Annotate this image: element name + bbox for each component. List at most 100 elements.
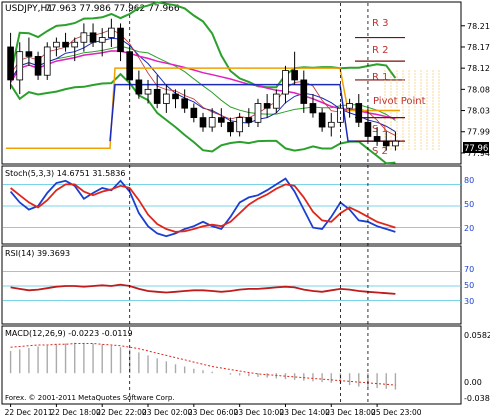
macd-tick-bottom: -0.0388 (464, 394, 490, 403)
candle-body[interactable] (144, 88, 152, 95)
rsi-panel-frame (1, 245, 462, 325)
time-tick-label: 22 Dec 18:00 (50, 408, 101, 417)
time-tick-label: 25 Dec 23:00 (371, 408, 422, 417)
candle-body[interactable] (98, 37, 106, 43)
stochastic-title: Stoch(5,3,3) 14.6751 31.5836 (5, 169, 125, 178)
candle-body[interactable] (172, 93, 179, 100)
candle-body[interactable] (327, 121, 335, 128)
candle-body[interactable] (346, 103, 353, 109)
macd-tick-top: 0.0582 (464, 331, 490, 340)
pivot-label-r2: R 2 (372, 45, 389, 56)
macd-title: MACD(12,26,9) -0.0223 -0.0119 (5, 329, 133, 338)
candle-body[interactable] (217, 117, 225, 123)
price-tick-label: 77.945 (467, 149, 490, 158)
candle-body[interactable] (318, 112, 326, 128)
price-tick-label: 78.170 (467, 43, 490, 52)
stochastic-panel-frame (1, 165, 462, 245)
candle-body[interactable] (300, 79, 308, 104)
price-tick-label: 78.215 (467, 22, 490, 31)
candle-body[interactable] (43, 46, 51, 76)
time-tick-label: 23 Dec 02:00 (142, 408, 193, 417)
candle-body[interactable] (89, 32, 97, 43)
candle-body[interactable] (208, 117, 216, 128)
candle-body[interactable] (263, 103, 271, 109)
candle-body[interactable] (309, 103, 317, 114)
candle-body[interactable] (16, 51, 24, 81)
price-header-symbol: USDJPY,H1 (5, 4, 53, 14)
rsi-level-70: 70 (464, 265, 474, 274)
rsi-title: RSI(14) 39.3693 (5, 249, 70, 258)
period-separators (129, 3, 369, 404)
candle-body[interactable] (227, 121, 234, 133)
rsi-level-50: 50 (464, 281, 474, 290)
macd-histogram (9, 342, 397, 390)
candle-body[interactable] (53, 41, 60, 48)
candle-body[interactable] (108, 27, 115, 38)
candles-layer[interactable] (7, 18, 399, 151)
candle-body[interactable] (245, 117, 253, 123)
price-tick-label: 78.125 (467, 64, 490, 73)
candle-body[interactable] (392, 140, 399, 147)
price-tick-label: 77.990 (467, 128, 490, 137)
candle-body[interactable] (337, 107, 344, 123)
candle-body[interactable] (153, 88, 161, 104)
macd-signal-line (10, 343, 396, 386)
candle-body[interactable] (34, 55, 42, 76)
stoch-level-20: 20 (464, 224, 474, 233)
pivot-label-r1: R 1 (372, 72, 389, 83)
macd-panel[interactable]: MACD(12,26,9) -0.0223 -0.0119 0.0582 0.0… (1, 325, 490, 405)
stochastic-panel[interactable]: Stoch(5,3,3) 14.6751 31.5836 80 50 20 (1, 165, 474, 245)
candle-body[interactable] (135, 79, 143, 95)
candle-body[interactable] (355, 103, 363, 123)
time-tick-label: 23 Dec 06:00 (188, 408, 239, 417)
pivot-label-s1: S 1 (372, 124, 388, 135)
rsi-panel[interactable]: RSI(14) 39.3693 70 50 30 (1, 245, 474, 325)
candle-body[interactable] (190, 107, 198, 119)
price-axis: 78.215 78.170 78.125 78.080 78.035 77.990 77.9… (461, 22, 490, 158)
candle-body[interactable] (236, 117, 243, 133)
stoch-level-80: 80 (464, 176, 474, 185)
candle-body[interactable] (282, 70, 289, 95)
price-panel[interactable]: USDJPY,H1 77.963 77.986 77.962 77.966 R … (1, 1, 490, 165)
pivot-label-pp: Pivot Point (373, 96, 426, 107)
macd-panel-frame (1, 325, 462, 405)
price-tick-label: 78.080 (467, 85, 490, 94)
stoch-level-50: 50 (464, 200, 474, 209)
candle-body[interactable] (7, 46, 14, 81)
current-price-label: 77.966 (464, 144, 490, 154)
indicator-series-line (9, 177, 396, 238)
price-tick-label: 78.035 (467, 107, 490, 116)
candle-body[interactable] (71, 41, 79, 48)
candle-body[interactable] (272, 93, 280, 109)
candle-body[interactable] (117, 27, 124, 53)
candle-body[interactable] (62, 41, 69, 48)
price-header-ohlc: 77.963 77.986 77.962 77.966 (45, 4, 180, 14)
time-tick-label: 23 Dec 14:00 (279, 408, 330, 417)
stochastic-lines (3, 177, 461, 238)
candle-body[interactable] (199, 117, 207, 128)
bollinger-upper (9, 1, 397, 89)
candle-body[interactable] (181, 98, 189, 109)
time-tick-label: 23 Dec 10:00 (234, 408, 285, 417)
candle-body[interactable] (80, 32, 88, 43)
macd-tick-zero: 0.00 (464, 378, 482, 387)
price-panel-frame (1, 1, 462, 165)
pivot-label-r3: R 3 (372, 18, 389, 29)
time-tick-label: 22 Dec 2011 (5, 408, 53, 417)
candle-body[interactable] (291, 70, 298, 81)
candle-body[interactable] (382, 140, 390, 147)
candle-body[interactable] (163, 93, 170, 104)
candle-body[interactable] (254, 103, 262, 123)
candle-body[interactable] (373, 136, 381, 142)
time-tick-label: 23 Dec 18:00 (325, 408, 376, 417)
current-price-marker (463, 142, 489, 153)
indicator-series-line (10, 283, 396, 295)
bollinger-lower (9, 72, 396, 165)
candle-body[interactable] (25, 51, 33, 57)
pivot-label-s2: S 2 (372, 146, 388, 157)
time-tick-label: 22 Dec 22:00 (96, 408, 147, 417)
copyright-label: Forex. © 2001-2011 MetaQuotes Software C… (5, 394, 175, 402)
